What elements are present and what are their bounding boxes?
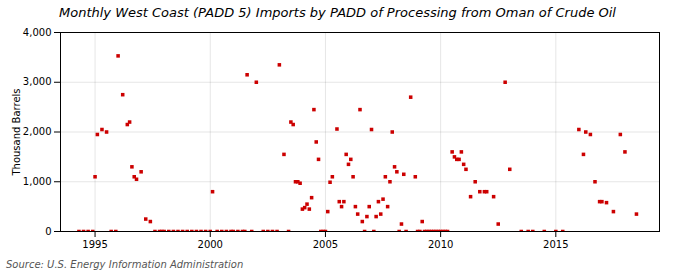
html-text:Monthly West Coast (PADD 5) Im: Monthly West Coast (PADD 5) Imports by P… (59, 5, 616, 20)
svg-text:0: 0 (45, 226, 51, 237)
svg-text:1995: 1995 (82, 239, 107, 250)
svg-text:2,000: 2,000 (23, 126, 52, 137)
svg-text:3,000: 3,000 (23, 76, 52, 87)
svg-text:4,000: 4,000 (23, 27, 52, 38)
svg-text:2010: 2010 (428, 239, 453, 250)
svg-text:1,000: 1,000 (23, 176, 52, 187)
svg-text:2000: 2000 (198, 239, 223, 250)
svg-text:Thousand Barrels: Thousand Barrels (11, 88, 22, 176)
svg-text:2015: 2015 (543, 239, 568, 250)
svg-text:2005: 2005 (313, 239, 338, 250)
html-text:Source: U.S. Energy Informatio: Source: U.S. Energy Information Administ… (6, 259, 244, 270)
